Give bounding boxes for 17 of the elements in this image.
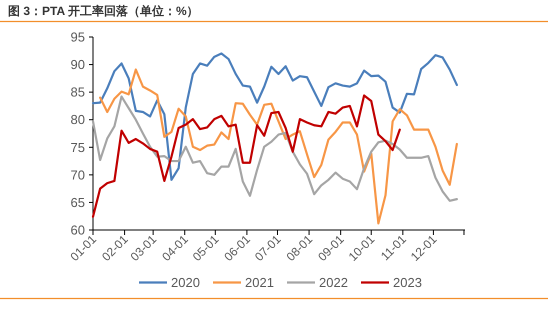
- chart-title: 图 3：PTA 开工率回落（单位：%）: [8, 4, 199, 18]
- y-tick-label: 90: [70, 57, 85, 72]
- line-series: [99, 68, 458, 224]
- y-tick-label: 65: [70, 194, 85, 210]
- line-series: [92, 95, 458, 202]
- y-tick-label: 60: [70, 222, 85, 238]
- legend-label: 2023: [393, 275, 422, 290]
- y-tick-label: 70: [70, 167, 85, 182]
- legend-label: 2021: [245, 275, 274, 290]
- legend-label: 2020: [171, 275, 200, 290]
- legend-label: 2022: [319, 275, 348, 290]
- y-tick-label: 95: [70, 30, 85, 44]
- y-tick-label: 75: [70, 140, 85, 155]
- y-tick-label: 80: [70, 112, 85, 128]
- line-series: [92, 94, 401, 218]
- line-series: [92, 52, 458, 181]
- y-tick-label: 85: [70, 84, 85, 100]
